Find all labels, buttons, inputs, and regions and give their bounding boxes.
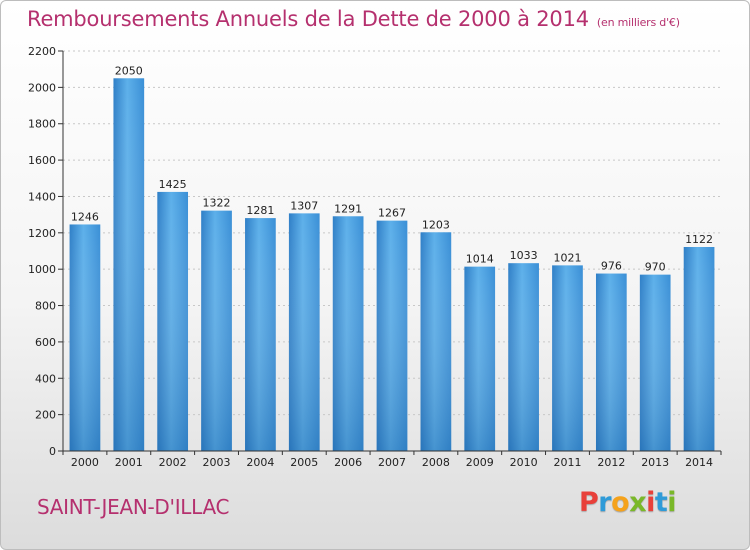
data-label: 1014 [466,253,494,266]
logo-letter: P [579,487,599,518]
bar-shade [157,191,189,451]
bar-shade [288,213,320,451]
data-label: 1021 [553,251,581,264]
chart-title: Remboursements Annuels de la Dette de 20… [27,7,680,31]
logo-letter: r [598,487,612,518]
x-tick-label: 2002 [159,456,187,469]
y-tick-label: 1000 [28,263,56,276]
y-tick-label: 1200 [28,227,56,240]
data-label: 1281 [246,204,274,217]
bar-shade [420,232,452,451]
x-tick-label: 2009 [466,456,494,469]
data-label: 1425 [159,178,187,191]
bar-shade [332,216,364,451]
logo-letter: i [667,487,677,518]
data-label: 1307 [290,199,318,212]
x-tick-label: 2012 [597,456,625,469]
bar-shade [683,247,715,451]
y-tick-label: 1400 [28,190,56,203]
logo-letter: o [611,487,630,518]
x-tick-label: 2006 [334,456,362,469]
data-label: 1122 [685,233,713,246]
x-tick-label: 2003 [203,456,231,469]
y-tick-label: 200 [35,409,56,422]
x-tick-label: 2010 [510,456,538,469]
bar-shade [69,224,101,451]
data-label: 2050 [115,64,143,77]
bar-shade [464,266,496,451]
data-label: 1246 [71,210,99,223]
x-tick-label: 2000 [71,456,99,469]
bar-shade [595,273,627,451]
x-tick-label: 2014 [685,456,713,469]
data-label: 1203 [422,218,450,231]
data-label: 1291 [334,202,362,215]
y-tick-label: 2000 [28,81,56,94]
proxiti-logo: Proxiti [579,487,677,518]
y-tick-label: 2200 [28,45,56,58]
y-tick-label: 600 [35,336,56,349]
y-tick-label: 0 [49,445,56,458]
bar-shade [552,265,583,451]
logo-letter: x [629,487,647,518]
bar-shade [376,220,408,451]
logo-letter: t [654,487,668,518]
logo-letter: i [646,487,655,518]
bar-shade [508,263,539,451]
data-label: 1322 [203,197,231,210]
x-tick-label: 2005 [290,456,318,469]
city-name: SAINT-JEAN-D'ILLAC [37,495,230,519]
x-tick-label: 2013 [641,456,669,469]
data-label: 970 [645,261,666,274]
data-label: 1267 [378,207,406,220]
y-tick-label: 1800 [28,118,56,131]
x-tick-label: 2001 [115,456,143,469]
bar-shade [201,210,232,451]
bar-shade [113,78,145,451]
x-tick-label: 2007 [378,456,406,469]
y-tick-label: 400 [35,372,56,385]
chart-unit: (en milliers d'€) [596,16,680,29]
y-tick-label: 800 [35,300,56,313]
bar-shade [245,218,276,451]
data-label: 1033 [510,249,538,262]
x-tick-label: 2011 [553,456,581,469]
x-tick-label: 2004 [246,456,274,469]
bar-shade [639,274,671,451]
x-tick-label: 2008 [422,456,450,469]
y-tick-label: 1600 [28,154,56,167]
data-label: 976 [601,260,622,273]
